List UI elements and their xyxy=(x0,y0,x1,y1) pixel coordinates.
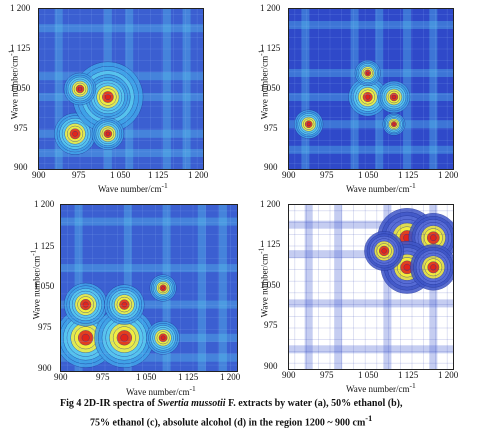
y-axis-label-d: Wave number/cm-1 xyxy=(256,247,270,318)
y-tick-b-1200: 1 200 xyxy=(260,3,281,13)
x-tick-a-1125: 1 125 xyxy=(148,170,169,180)
y-tick-d-1200: 1 200 xyxy=(260,199,281,209)
y-tick-a-900: 900 xyxy=(14,162,28,172)
contour-map-c xyxy=(61,205,237,371)
x-axis-label-b: Wave number/cm-1 xyxy=(346,181,416,194)
x-tick-d-900: 900 xyxy=(282,370,296,380)
y-tick-c-975: 975 xyxy=(38,322,52,332)
contour-map-d xyxy=(289,205,453,369)
y-tick-c-1200: 1 200 xyxy=(34,199,55,209)
y-tick-d-1125: 1 125 xyxy=(260,239,281,249)
y-tick-d-975: 975 xyxy=(264,320,278,330)
contour-map-b xyxy=(289,9,453,169)
x-axis-label-a: Wave number/cm-1 xyxy=(98,181,168,194)
contour-plot-d xyxy=(288,204,454,370)
caption-prefix: Fig 4 2D-IR spectra of xyxy=(60,398,158,409)
x-tick-d-1200: 1 200 xyxy=(438,370,459,380)
caption-line2: 75% ethanol (c), absolute alcohol (d) in… xyxy=(90,414,373,429)
y-axis-label-b: Wave number/cm-1 xyxy=(256,49,270,120)
y-axis-label-a: Wave number/cm-1 xyxy=(6,49,20,120)
x-tick-b-1200: 1 200 xyxy=(438,170,459,180)
contour-map-a xyxy=(39,9,203,169)
x-tick-c-975: 975 xyxy=(96,372,110,382)
x-tick-c-1200: 1 200 xyxy=(220,372,241,382)
x-tick-b-900: 900 xyxy=(282,170,296,180)
y-tick-c-1050: 1 050 xyxy=(34,281,55,291)
y-tick-d-900: 900 xyxy=(264,361,278,371)
x-tick-a-1050: 1 050 xyxy=(110,170,131,180)
x-axis-label-c: Wave number/cm-1 xyxy=(126,384,196,397)
x-tick-a-900: 900 xyxy=(32,170,46,180)
y-tick-b-900: 900 xyxy=(264,162,278,172)
y-tick-a-1200: 1 200 xyxy=(10,3,31,13)
x-tick-c-900: 900 xyxy=(54,372,68,382)
contour-plot-b xyxy=(288,8,454,170)
x-tick-a-1200: 1 200 xyxy=(188,170,209,180)
y-tick-a-1125: 1 125 xyxy=(10,43,31,53)
y-tick-a-975: 975 xyxy=(14,123,28,133)
y-tick-c-900: 900 xyxy=(38,363,52,373)
x-tick-c-1050: 1 050 xyxy=(136,372,157,382)
x-axis-label-d: Wave number/cm-1 xyxy=(346,381,416,394)
x-tick-b-1125: 1 125 xyxy=(398,170,419,180)
x-tick-b-1050: 1 050 xyxy=(358,170,379,180)
contour-plot-a xyxy=(38,8,204,170)
y-tick-c-1125: 1 125 xyxy=(34,241,55,251)
y-tick-b-975: 975 xyxy=(264,123,278,133)
y-tick-b-1050: 1 050 xyxy=(260,83,281,93)
x-tick-d-975: 975 xyxy=(320,370,334,380)
x-tick-b-975: 975 xyxy=(320,170,334,180)
caption-line1-rest: F. extracts by water (a), 50% ethanol (b… xyxy=(225,398,403,409)
y-tick-d-1050: 1 050 xyxy=(260,280,281,290)
x-tick-d-1125: 1 125 xyxy=(398,370,419,380)
y-tick-b-1125: 1 125 xyxy=(260,43,281,53)
x-tick-a-975: 975 xyxy=(72,170,86,180)
contour-plot-c xyxy=(60,204,238,372)
x-tick-c-1125: 1 125 xyxy=(178,372,199,382)
y-axis-label-c: Wave number/cm-1 xyxy=(28,249,42,320)
y-tick-a-1050: 1 050 xyxy=(10,83,31,93)
caption-species: Swertia mussotii xyxy=(157,398,226,409)
x-tick-d-1050: 1 050 xyxy=(358,370,379,380)
figure-caption: Fig 4 2D-IR spectra of Swertia mussotii … xyxy=(60,396,470,430)
